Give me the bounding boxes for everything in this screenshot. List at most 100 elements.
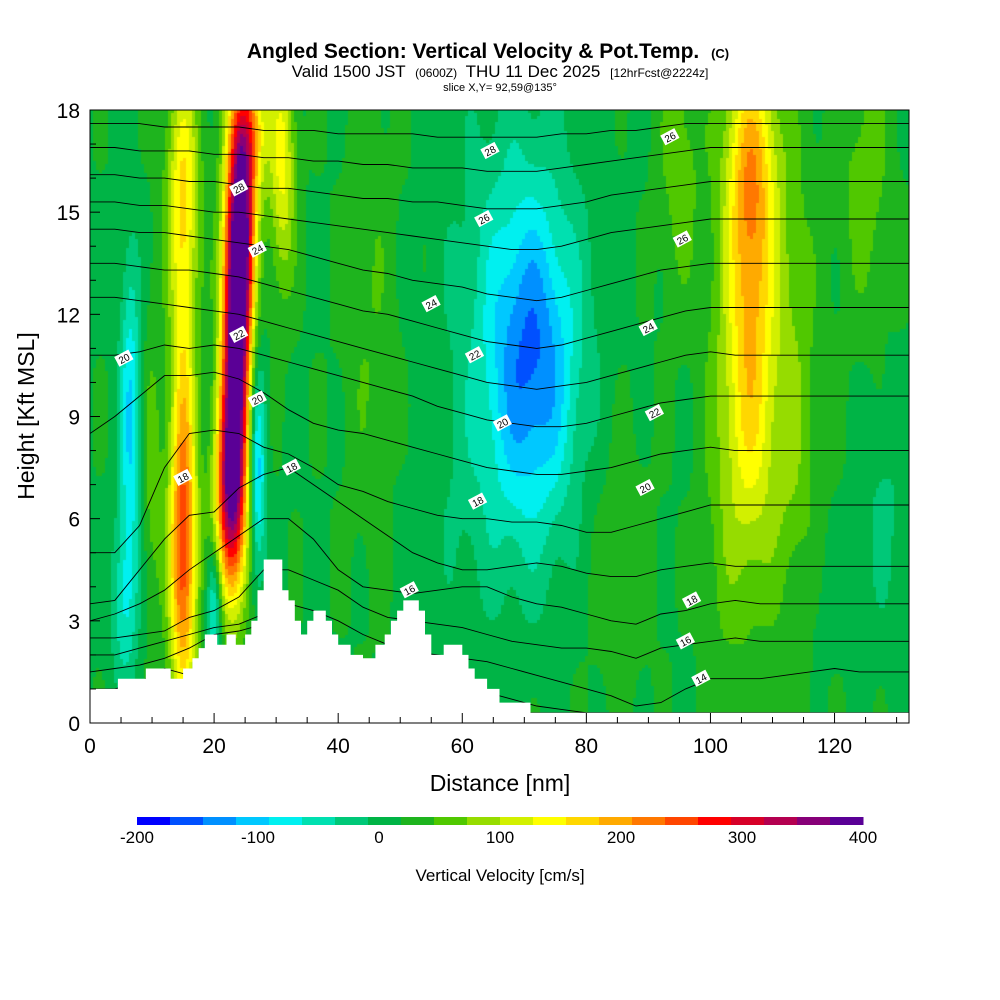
isentrope-label-text: 18 bbox=[471, 495, 486, 510]
y-tick-label: 3 bbox=[68, 611, 80, 634]
isentrope-label: 18 bbox=[467, 492, 488, 510]
y-tick-label: 9 bbox=[68, 407, 80, 430]
isentrope-label-text: 28 bbox=[232, 182, 247, 197]
isentrope-label-text: 20 bbox=[496, 417, 511, 432]
isentrope-20 bbox=[90, 467, 909, 605]
isentrope-label: 20 bbox=[114, 349, 134, 367]
subtitle-date: THU 11 Dec 2025 bbox=[466, 62, 601, 81]
subtitle-forecast: [12hrFcst@2224z] bbox=[610, 66, 708, 80]
isentrope-label-box bbox=[635, 478, 655, 497]
svg-text:Angled Section: Vertical Veloc: Angled Section: Vertical Velocity & Pot.… bbox=[247, 40, 729, 63]
isentrope-36 bbox=[90, 174, 909, 210]
colorbar-swatch bbox=[170, 817, 204, 825]
isentrope-labels: 20 18 28 24 22 20 18 28 26 24 22 20 18 16 26 26 24 22 20 18… bbox=[114, 128, 711, 687]
isentrope-label-box bbox=[675, 632, 696, 650]
isentrope-label: 14 bbox=[691, 669, 711, 687]
isentrope-label-box bbox=[229, 179, 249, 197]
isentrope-label-box bbox=[247, 240, 267, 258]
colorbar-swatch bbox=[137, 817, 171, 825]
colorbar-swatch bbox=[203, 817, 237, 825]
isentrope-label: 16 bbox=[399, 581, 419, 599]
subtitle-zulu: (0600Z) bbox=[415, 66, 457, 80]
subtitle-valid: Valid 1500 JST bbox=[292, 62, 406, 81]
colorbar-swatch bbox=[599, 817, 633, 825]
y-axis: 0 3 6 9 12 15 18 bbox=[57, 100, 100, 736]
colorbar-tick-label: 0 bbox=[374, 828, 383, 847]
isentrope-label-text: 28 bbox=[483, 144, 498, 159]
isentrope-label-text: 16 bbox=[402, 583, 417, 598]
isentrope-label-text: 24 bbox=[424, 297, 439, 312]
isentrope-label: 24 bbox=[421, 295, 441, 313]
colorbar-swatch bbox=[698, 817, 732, 825]
isentrope-28 bbox=[90, 296, 909, 390]
terrain-mask bbox=[90, 559, 909, 723]
isentrope-label: 22 bbox=[464, 346, 485, 364]
isentrope-label-box bbox=[464, 346, 485, 364]
isentrope-label-text: 16 bbox=[679, 635, 694, 650]
colorbar-tick-label: 400 bbox=[849, 828, 877, 847]
colorbar-swatch bbox=[533, 817, 567, 825]
isentrope-40 bbox=[90, 123, 909, 138]
slice-info: slice X,Y= 92,59@135° bbox=[443, 82, 557, 94]
colorbar-tick-label: 300 bbox=[728, 828, 756, 847]
y-tick-label: 12 bbox=[57, 304, 80, 327]
colorbar-swatch bbox=[434, 817, 468, 825]
isentrope-label-text: 22 bbox=[232, 328, 247, 343]
x-tick-label: 0 bbox=[84, 735, 96, 758]
colorbar-swatch bbox=[764, 817, 798, 825]
isentrope-label-text: 26 bbox=[663, 130, 678, 145]
isentrope-label-text: 20 bbox=[250, 393, 265, 408]
isentrope-label: 18 bbox=[173, 468, 193, 486]
colorbar-swatch bbox=[632, 817, 666, 825]
isentrope-label-box bbox=[681, 591, 702, 609]
isentrope-label-box bbox=[480, 141, 500, 160]
isentrope-label: 20 bbox=[247, 390, 267, 408]
isentrope-label-box bbox=[644, 404, 665, 422]
y-tick-label: 15 bbox=[57, 202, 80, 225]
isentrope-label: 26 bbox=[474, 209, 494, 228]
isentrope-label-text: 18 bbox=[685, 594, 700, 609]
isentrope-label: 22 bbox=[229, 325, 249, 343]
y-tick-label: 0 bbox=[68, 713, 80, 736]
colorbar-tick-label: 200 bbox=[607, 828, 635, 847]
isentrope-label-text: 22 bbox=[468, 348, 483, 363]
isentrope-label-text: 26 bbox=[675, 233, 690, 248]
colorbar-swatch bbox=[302, 817, 336, 825]
colorbar-swatch bbox=[236, 817, 270, 825]
colorbar-swatch bbox=[665, 817, 699, 825]
isentrope-label-box bbox=[114, 349, 134, 367]
colorbar-swatch bbox=[731, 817, 765, 825]
isentrope-label-box bbox=[474, 209, 494, 228]
isentrope-34 bbox=[90, 201, 909, 251]
isentrope-label-box bbox=[660, 128, 680, 146]
title-mark: (C) bbox=[711, 46, 729, 61]
isentrope-label-box bbox=[281, 458, 302, 476]
x-axis: 0 20 40 60 80 100 120 bbox=[84, 713, 898, 758]
isentrope-label: 24 bbox=[247, 240, 267, 258]
colorbar-swatch bbox=[269, 817, 303, 825]
isentrope-label-text: 18 bbox=[176, 471, 191, 486]
colorbar-swatch bbox=[368, 817, 402, 825]
isentrope-16 bbox=[90, 569, 909, 659]
isentrope-label-text: 14 bbox=[694, 672, 709, 687]
isentrope-label-box bbox=[467, 492, 488, 510]
x-tick-label: 100 bbox=[693, 735, 728, 758]
isentrope-label-box bbox=[691, 669, 711, 687]
x-tick-label: 80 bbox=[575, 735, 598, 758]
isentrope-22 bbox=[90, 429, 909, 554]
velocity-field-frame bbox=[90, 110, 909, 723]
isentrope-label-box bbox=[492, 414, 513, 432]
colorbar-tick-label: 100 bbox=[486, 828, 514, 847]
colorbar-swatch bbox=[467, 817, 501, 825]
isentrope-lines bbox=[90, 123, 909, 714]
chart-title: Angled Section: Vertical Velocity & Pot.… bbox=[247, 40, 699, 63]
colorbar-tick-label: -100 bbox=[241, 828, 275, 847]
isentrope-label-text: 24 bbox=[641, 321, 656, 336]
colorbar-swatch bbox=[830, 817, 864, 825]
isentrope-label: 18 bbox=[281, 458, 302, 476]
isentrope-label: 20 bbox=[492, 414, 513, 432]
isentrope-label-box bbox=[421, 295, 441, 313]
isentrope-label-text: 22 bbox=[648, 406, 663, 421]
velocity-field bbox=[90, 110, 909, 723]
